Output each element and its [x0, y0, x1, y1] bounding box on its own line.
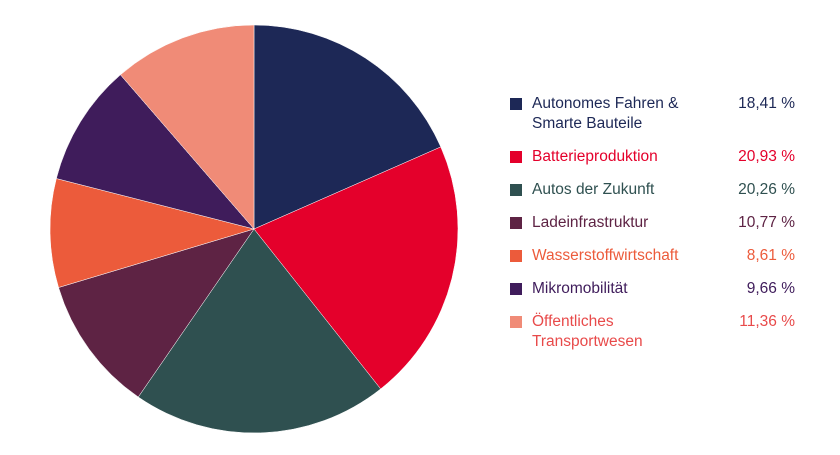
legend-label: Öffentliches Transportwesen	[532, 313, 643, 350]
legend-item: Autos der Zukunft 20,26 %	[510, 180, 795, 200]
pie-slice-7	[120, 24, 255, 230]
legend-swatch	[510, 184, 522, 196]
legend-label: Wasserstoffwirtschaft	[532, 247, 679, 264]
legend-label: Ladeinfrastruktur	[532, 214, 649, 231]
pie-slice-2	[253, 146, 459, 390]
legend-swatch	[510, 250, 522, 262]
legend-item: Mikromobilität 9,66 %	[510, 279, 795, 299]
legend-value: 9,66 %	[746, 280, 795, 297]
legend-item: Wasserstoffwirtschaft 8,61 %	[510, 246, 795, 266]
legend-value: 18,41 %	[738, 95, 795, 112]
pie-slice-4	[58, 228, 255, 398]
legend-swatch	[510, 283, 522, 295]
legend-value: 20,26 %	[738, 181, 795, 198]
pie-slice-1	[253, 24, 442, 230]
legend-label: Autos der Zukunft	[532, 181, 655, 198]
pie-slice-6	[56, 74, 255, 230]
chart-legend: Autonomes Fahren & Smarte Bauteile 18,41 …	[510, 94, 795, 365]
legend-item: Öffentliches Transportwesen 11,36 %	[510, 312, 795, 352]
legend-item: Batterieproduktion 20,93 %	[510, 147, 795, 167]
legend-item: Ladeinfrastruktur 10,77 %	[510, 213, 795, 233]
legend-swatch	[510, 217, 522, 229]
legend-value: 20,93 %	[738, 148, 795, 165]
pie-slice-5	[49, 178, 255, 288]
legend-swatch	[510, 98, 522, 110]
legend-value: 8,61 %	[746, 247, 795, 264]
legend-label: Batterieproduktion	[532, 148, 658, 165]
legend-value: 10,77 %	[738, 214, 795, 231]
legend-value: 11,36 %	[739, 313, 795, 330]
legend-swatch	[510, 151, 522, 163]
legend-swatch	[510, 316, 522, 328]
pie-slice-3	[137, 228, 382, 434]
legend-label: Mikromobilität	[532, 280, 628, 297]
legend-label: Autonomes Fahren & Smarte Bauteile	[532, 95, 679, 132]
legend-item: Autonomes Fahren & Smarte Bauteile 18,41 …	[510, 94, 795, 134]
